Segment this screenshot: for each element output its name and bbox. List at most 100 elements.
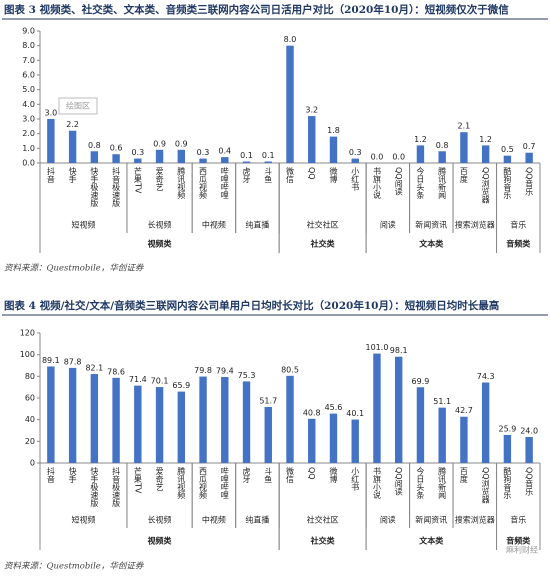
group-label: 阅读	[380, 220, 396, 230]
x-tick-label: 爱奇艺	[155, 467, 164, 491]
group-label: 视频类	[148, 239, 172, 249]
y-tick-label: 20	[25, 437, 35, 446]
x-tick-label: 微信	[286, 466, 295, 484]
x-tick-label: QQ音乐	[525, 167, 534, 196]
value-label: 3.0	[45, 109, 58, 118]
annotation: 麻利财经	[506, 545, 538, 555]
value-label: 0.0	[392, 153, 405, 162]
bar	[525, 437, 533, 463]
group-label: 短视频	[71, 515, 95, 525]
x-tick-label: 书旗小说	[372, 466, 381, 500]
source-note: 资料来源：Questmobile，华创证券	[4, 561, 145, 572]
x-tick-label: 虎牙	[242, 166, 251, 184]
group-label: 视频类	[148, 536, 172, 546]
x-tick-label: 酷狗音乐	[503, 466, 512, 499]
x-tick-label: 爱奇艺	[155, 167, 164, 191]
x-tick-label: 西瓜视频	[199, 167, 208, 200]
bar	[134, 158, 142, 163]
x-tick-label: QQ阅读	[394, 167, 403, 197]
x-tick-label: 芒果TV	[133, 166, 142, 194]
value-label: 79.4	[216, 366, 234, 375]
bar	[47, 119, 55, 163]
value-label: 69.9	[412, 377, 430, 386]
group-label: 中视频	[202, 220, 226, 230]
bar	[416, 145, 425, 163]
value-label: 25.9	[498, 424, 516, 433]
group-label: 搜索浏览器	[455, 515, 495, 525]
group-label: 阅读	[380, 515, 396, 525]
bar	[264, 406, 272, 463]
chart-title: 图表 3 视频类、社交类、文本类、音频类三联网内容公司日活用户对比（2020年1…	[4, 3, 509, 16]
x-tick-label: QQ	[307, 467, 316, 480]
group-label: 新闻资讯	[415, 220, 447, 230]
group-label: 文本类	[419, 536, 443, 546]
y-tick-label: 9.0	[22, 27, 35, 36]
value-label: 0.8	[436, 141, 449, 150]
value-label: 1.2	[414, 135, 427, 144]
group-label: 文本类	[419, 239, 443, 249]
bar	[438, 151, 446, 163]
x-tick-label: 百度	[459, 467, 468, 484]
y-tick-label: 0	[30, 459, 35, 468]
x-tick-label: 小红书	[351, 167, 360, 192]
value-label: 87.8	[64, 357, 82, 366]
bar	[525, 152, 533, 163]
value-label: 0.4	[218, 147, 231, 156]
x-tick-label: 腾讯视频	[177, 166, 186, 200]
bar	[329, 136, 338, 163]
group-label: 音频类	[506, 239, 530, 249]
value-label: 40.1	[346, 409, 364, 418]
x-tick-label: 快手	[68, 166, 77, 184]
value-label: 89.1	[42, 356, 60, 365]
x-tick-label: 虎牙	[242, 466, 251, 484]
chart-title: 图表 4 视频/社交/文本/音频类三联网内容公司单用户日均时长对比（2020年1…	[4, 299, 500, 312]
x-tick-label: 快手极速版	[90, 166, 99, 208]
source-note: 资料来源：Questmobile，华创证券	[4, 263, 145, 274]
y-tick-label: 100	[20, 350, 35, 359]
x-tick-label: 百度	[459, 167, 468, 184]
value-label: 65.9	[172, 381, 190, 390]
x-tick-label: 哔哩哔哩	[220, 467, 229, 499]
bar	[90, 374, 99, 463]
bar	[351, 419, 359, 463]
bar	[351, 158, 359, 163]
value-label: 71.4	[129, 375, 147, 384]
value-label: 0.7	[523, 142, 536, 151]
value-label: 0.1	[240, 151, 253, 160]
group-label: 纯直播	[245, 515, 269, 525]
bar	[286, 45, 294, 163]
x-tick-label: 微博	[329, 166, 338, 184]
value-label: 24.0	[520, 427, 538, 436]
group-label: 长视频	[148, 220, 172, 230]
group-label: 社交社区	[307, 220, 339, 230]
value-label: 82.1	[85, 364, 103, 373]
y-tick-label: 8.0	[22, 41, 35, 50]
y-tick-label: 7.0	[22, 56, 35, 65]
bar	[47, 366, 55, 463]
y-tick-label: 2.0	[22, 129, 35, 138]
bar	[416, 387, 425, 463]
value-label: 0.6	[110, 144, 123, 153]
value-label: 2.1	[458, 122, 471, 131]
bar	[221, 376, 229, 463]
value-label: 1.8	[327, 126, 340, 135]
bar	[221, 157, 229, 163]
value-label: 51.1	[433, 397, 451, 406]
y-tick-label: 40	[25, 415, 35, 424]
bar	[460, 132, 468, 163]
x-tick-label: 腾讯新闻	[438, 166, 447, 200]
value-label: 42.7	[455, 406, 473, 415]
bar	[308, 116, 316, 163]
x-tick-label: QQ	[307, 167, 316, 180]
x-tick-label: 今日头条	[416, 166, 425, 199]
y-tick-label: 1.0	[22, 144, 35, 153]
group-label: 搜索浏览器	[455, 220, 495, 230]
value-label: 101.0	[366, 343, 389, 352]
y-tick-label: 5.0	[22, 85, 35, 94]
bar	[264, 161, 272, 163]
bar	[155, 387, 164, 463]
x-tick-label: 抖音	[46, 466, 55, 484]
bar	[68, 367, 77, 463]
bar	[329, 413, 338, 463]
x-tick-label: QQ阅读	[394, 467, 403, 497]
